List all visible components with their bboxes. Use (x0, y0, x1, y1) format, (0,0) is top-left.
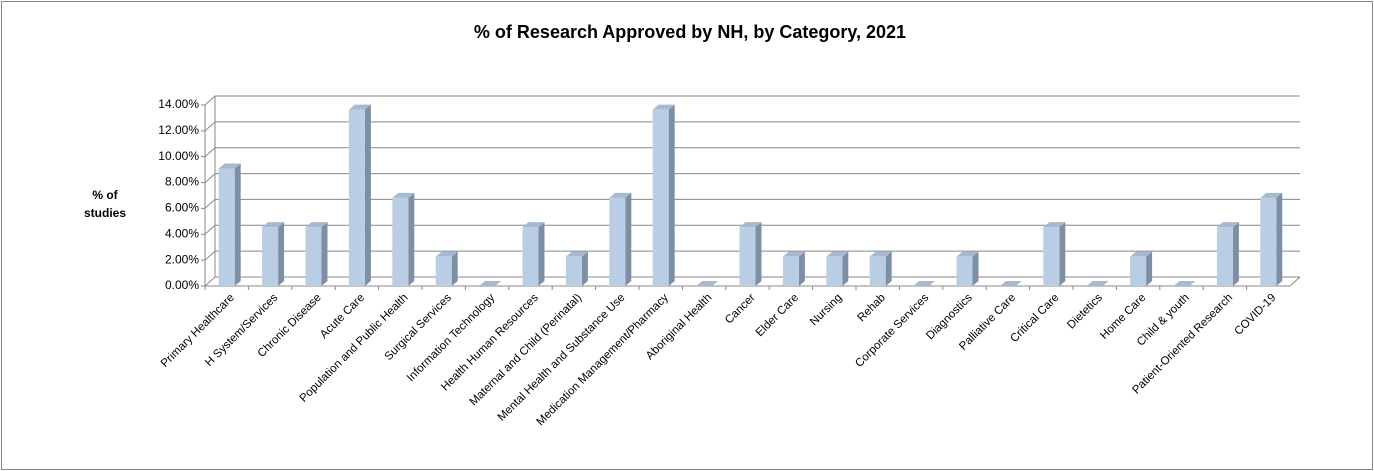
bar-top (435, 251, 458, 257)
bar-top (479, 281, 502, 286)
bar-top (696, 281, 719, 286)
bar-side (321, 222, 328, 286)
y-tick-label: 12.00% (158, 123, 199, 137)
y-axis-title: % of studies (83, 188, 126, 220)
bar (522, 227, 539, 286)
bar (392, 197, 409, 286)
bar-side (755, 222, 762, 286)
bar-top (782, 251, 805, 257)
bar-side (972, 251, 979, 286)
y-tick-label: 10.00% (158, 149, 199, 163)
bar-top (869, 251, 892, 257)
grid-line (204, 276, 1300, 287)
bar-top (218, 163, 241, 169)
bar-side (408, 192, 415, 286)
bar (1043, 227, 1060, 286)
bar-top (1260, 192, 1283, 198)
bar (739, 227, 756, 286)
bar (869, 256, 886, 286)
bar (826, 256, 843, 286)
bar-top (262, 222, 285, 228)
bar-side (885, 251, 892, 286)
bar-side (625, 192, 632, 286)
bar-side (581, 251, 588, 286)
grid-line (204, 147, 1300, 158)
bar-top (1043, 222, 1066, 228)
bar-top (305, 222, 328, 228)
bar-top (609, 192, 632, 198)
bar (609, 197, 626, 286)
y-tick-label: 6.00% (165, 201, 199, 215)
y-tick-label: 2.00% (165, 252, 199, 266)
bar-top (739, 222, 762, 228)
bar-top (956, 251, 979, 257)
y-tick-label: 14.00% (158, 97, 199, 111)
bar-top (913, 281, 936, 286)
bar-top (348, 104, 371, 110)
bar (565, 256, 582, 286)
bar-side (1232, 222, 1239, 286)
bar-top (1216, 222, 1239, 228)
floor-edge (1289, 276, 1301, 287)
bar (262, 227, 279, 286)
bar-top (1130, 251, 1153, 257)
y-tick-label: 8.00% (165, 175, 199, 189)
bar (348, 109, 365, 286)
grid-line (204, 121, 1300, 132)
bar (782, 256, 799, 286)
grid-line (204, 224, 1300, 235)
bar-top (565, 251, 588, 257)
bar (435, 256, 452, 286)
bar-top (999, 281, 1022, 286)
bar-top (652, 104, 675, 110)
bar-top (1086, 281, 1109, 286)
bar (652, 109, 669, 286)
bar-top (1173, 281, 1196, 286)
bar-side (364, 104, 371, 286)
bar-side (538, 222, 545, 286)
bar-side (1059, 222, 1066, 286)
y-tick-label: 0.00% (165, 278, 199, 292)
bar-top (392, 192, 415, 198)
bar-top (826, 251, 849, 257)
grid-line (204, 173, 1300, 183)
bar-side (842, 251, 849, 286)
bar (305, 227, 322, 286)
y-tick-label: 4.00% (165, 226, 199, 240)
grid-line (204, 250, 1300, 261)
bar-side (278, 222, 285, 286)
chart-title: % of Research Approved by NH, by Categor… (474, 22, 906, 42)
bar-side (798, 251, 805, 286)
bar (956, 256, 973, 286)
bar (1130, 256, 1147, 286)
bar-side (668, 104, 675, 286)
bar (218, 168, 235, 286)
bar-top (522, 222, 545, 228)
grid-line (204, 95, 1300, 106)
bar-side (451, 251, 458, 286)
bar (1260, 197, 1277, 286)
bar-side (1276, 192, 1283, 286)
bar (1216, 227, 1233, 286)
bar-side (1146, 251, 1153, 286)
bar-side (234, 163, 241, 286)
grid-line (204, 198, 1300, 209)
